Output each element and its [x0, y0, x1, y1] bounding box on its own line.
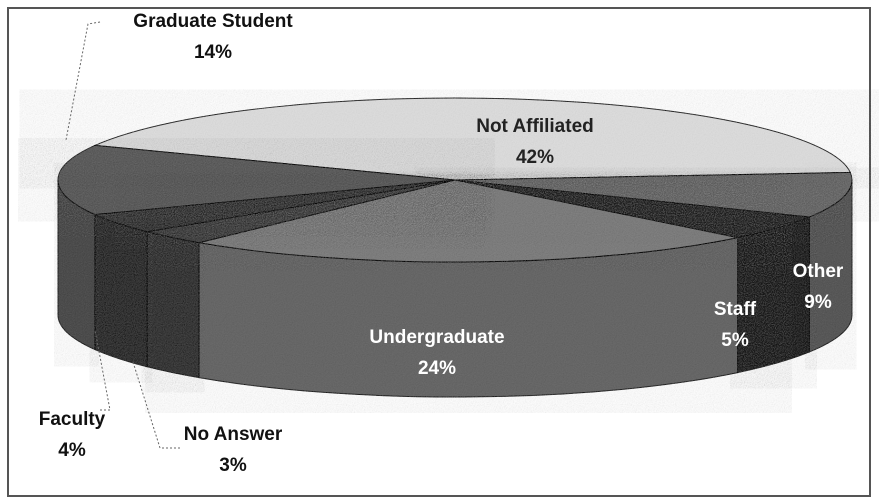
slice	[57, 144, 456, 216]
leader-line	[132, 361, 180, 449]
leaders	[65, 21, 180, 449]
value-label: 5%	[721, 330, 749, 351]
labels: Not Affiliated 42% Other 9% Staff 5% Undergrad…	[39, 11, 844, 476]
slice	[454, 171, 853, 218]
side-shade	[199, 237, 738, 397]
side-shade	[147, 231, 200, 378]
value-label: 14%	[194, 42, 232, 63]
value-label: 42%	[516, 147, 554, 168]
value-label: 9%	[804, 292, 832, 313]
slice-label: Staff	[714, 299, 757, 320]
slice-label: Not Affiliated	[476, 116, 594, 137]
side-shade	[809, 180, 852, 352]
slice	[93, 97, 852, 181]
value-label: 4%	[58, 440, 86, 461]
leader-line	[65, 21, 101, 141]
value-label: 24%	[418, 358, 456, 379]
leader-line	[94, 329, 111, 411]
slice	[198, 179, 738, 263]
slice-label: Graduate Student	[133, 11, 293, 32]
slice-label: Other	[793, 261, 844, 282]
side-shade	[737, 216, 810, 373]
value-label: 3%	[219, 455, 247, 476]
side-shade	[58, 180, 95, 350]
slice-label: No Answer	[184, 424, 283, 445]
slice-label: Faculty	[39, 409, 106, 430]
side-shade	[94, 214, 148, 367]
slice-label: Undergraduate	[369, 327, 504, 348]
pie	[57, 97, 853, 398]
